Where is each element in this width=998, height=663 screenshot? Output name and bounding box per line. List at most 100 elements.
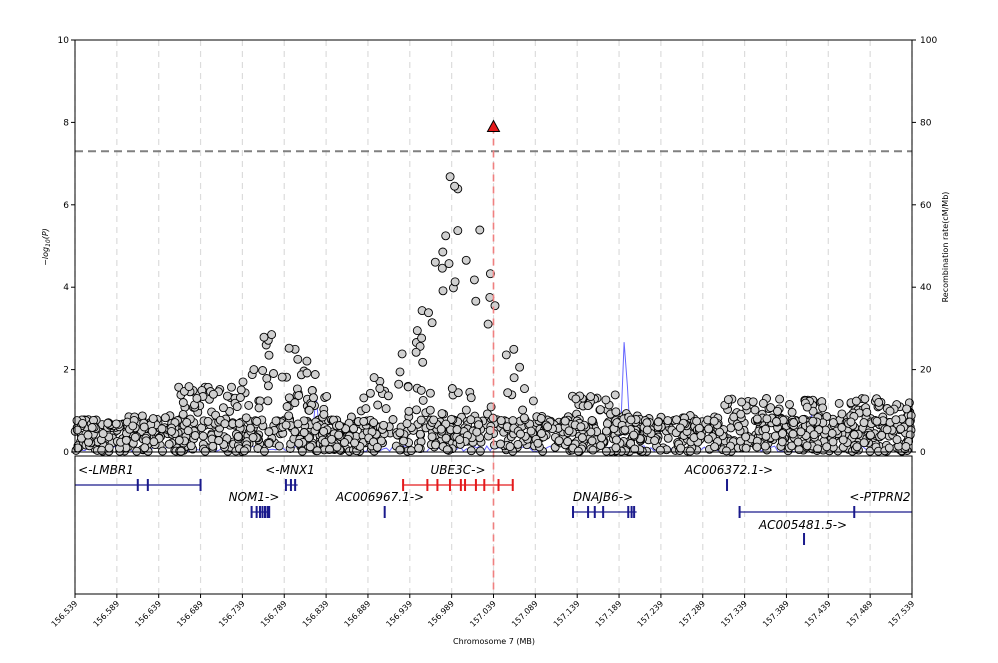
- snp-point: [200, 446, 210, 456]
- snp-point: [264, 438, 274, 448]
- snp-point: [629, 430, 639, 440]
- snp-point: [704, 424, 714, 434]
- snp-point: [828, 437, 838, 447]
- snp-point: [837, 423, 847, 432]
- snp-point: [778, 429, 787, 439]
- snp-point: [802, 402, 812, 412]
- x-tick-label: 156.989: [426, 599, 456, 629]
- snp-point: [461, 405, 471, 415]
- snp-point: [860, 394, 870, 404]
- x-tick-label: 157.339: [719, 599, 749, 629]
- snp-point: [737, 397, 747, 407]
- snp-point: [663, 433, 673, 443]
- snp-point: [471, 296, 481, 306]
- snp-point: [802, 441, 812, 451]
- snp-point: [290, 427, 300, 437]
- snp-point: [518, 405, 528, 415]
- gene-exon-lmbr1: [146, 479, 149, 491]
- snp-point: [710, 442, 720, 452]
- y-axis-label-left-sub: 10: [45, 239, 52, 247]
- snp-point: [798, 415, 808, 424]
- snp-point: [573, 446, 583, 456]
- snp-point: [437, 409, 447, 419]
- snp-point: [284, 411, 294, 421]
- snp-point: [394, 379, 404, 389]
- gene-exon-dnajb6: [633, 506, 636, 518]
- snp-point: [445, 172, 455, 182]
- snp-point: [395, 445, 405, 455]
- snp-point: [203, 416, 213, 426]
- snp-point: [267, 330, 277, 340]
- gene-exon-nom1: [266, 506, 269, 518]
- snp-point: [587, 416, 597, 425]
- snp-point: [307, 386, 317, 395]
- snp-point: [602, 426, 611, 436]
- snp-point: [164, 439, 174, 449]
- snp-point: [505, 442, 515, 452]
- snp-point: [252, 416, 262, 426]
- snp-point: [626, 415, 636, 425]
- x-tick-label: 157.089: [510, 599, 540, 629]
- gene-exon-nom1: [255, 506, 258, 518]
- x-tick-label: 156.539: [50, 599, 80, 629]
- snp-point: [501, 350, 511, 360]
- snp-point: [418, 395, 428, 405]
- snp-point: [520, 384, 529, 394]
- snp-point: [485, 269, 495, 279]
- snp-point: [466, 415, 476, 425]
- gene-label-ac006967: AC006967.1->: [335, 490, 424, 504]
- chart-overlays: [75, 119, 912, 594]
- snp-point: [431, 440, 440, 450]
- snp-point: [375, 384, 385, 393]
- snp-point: [526, 426, 536, 436]
- snp-point: [752, 414, 762, 424]
- snp-point: [466, 446, 476, 456]
- y-axis-label-left-p: (P): [41, 228, 50, 239]
- snp-point: [340, 438, 349, 447]
- snp-point: [485, 292, 495, 302]
- snp-point: [293, 354, 303, 364]
- gene-exon-dnajb6: [593, 506, 596, 518]
- snp-point: [785, 399, 794, 409]
- snp-point: [453, 388, 463, 398]
- snp-point: [369, 418, 379, 428]
- y-tick-label-right: 80: [920, 118, 932, 128]
- snp-point: [264, 350, 274, 360]
- snp-point: [403, 382, 413, 392]
- snp-point: [537, 429, 546, 438]
- y-tick-label-left: 4: [63, 283, 69, 293]
- snp-point: [111, 419, 121, 429]
- snp-point: [208, 441, 218, 451]
- snp-point: [872, 416, 882, 426]
- snp-point: [655, 445, 665, 455]
- snp-point: [773, 406, 782, 416]
- snp-point: [750, 405, 760, 415]
- gene-label-ptprn2: <-PTPRN2: [849, 490, 910, 504]
- snp-point: [264, 427, 274, 437]
- snp-point: [294, 438, 304, 448]
- snp-point: [543, 422, 553, 432]
- snp-point: [503, 388, 513, 398]
- snp-point: [178, 398, 188, 407]
- gene-exon-ube3c: [436, 479, 439, 491]
- snp-point: [611, 443, 621, 453]
- snp-point: [663, 416, 673, 426]
- snp-point: [650, 436, 660, 446]
- y-tick-label-right: 0: [920, 448, 926, 458]
- gene-exon-mnx1: [294, 479, 297, 491]
- snp-point: [174, 435, 184, 445]
- snp-point: [412, 405, 421, 415]
- snp-point: [852, 442, 862, 452]
- snp-point: [147, 426, 157, 436]
- snp-point: [675, 423, 685, 433]
- snp-point: [416, 385, 426, 395]
- snp-point: [775, 394, 785, 404]
- gene-exon-ube3c: [426, 479, 429, 491]
- snp-point: [232, 402, 242, 412]
- snp-point: [851, 396, 861, 406]
- snp-point: [676, 443, 686, 453]
- snp-point: [469, 275, 479, 285]
- gene-exon-nom1: [263, 506, 266, 518]
- snp-point: [859, 418, 869, 428]
- snp-point: [822, 442, 832, 452]
